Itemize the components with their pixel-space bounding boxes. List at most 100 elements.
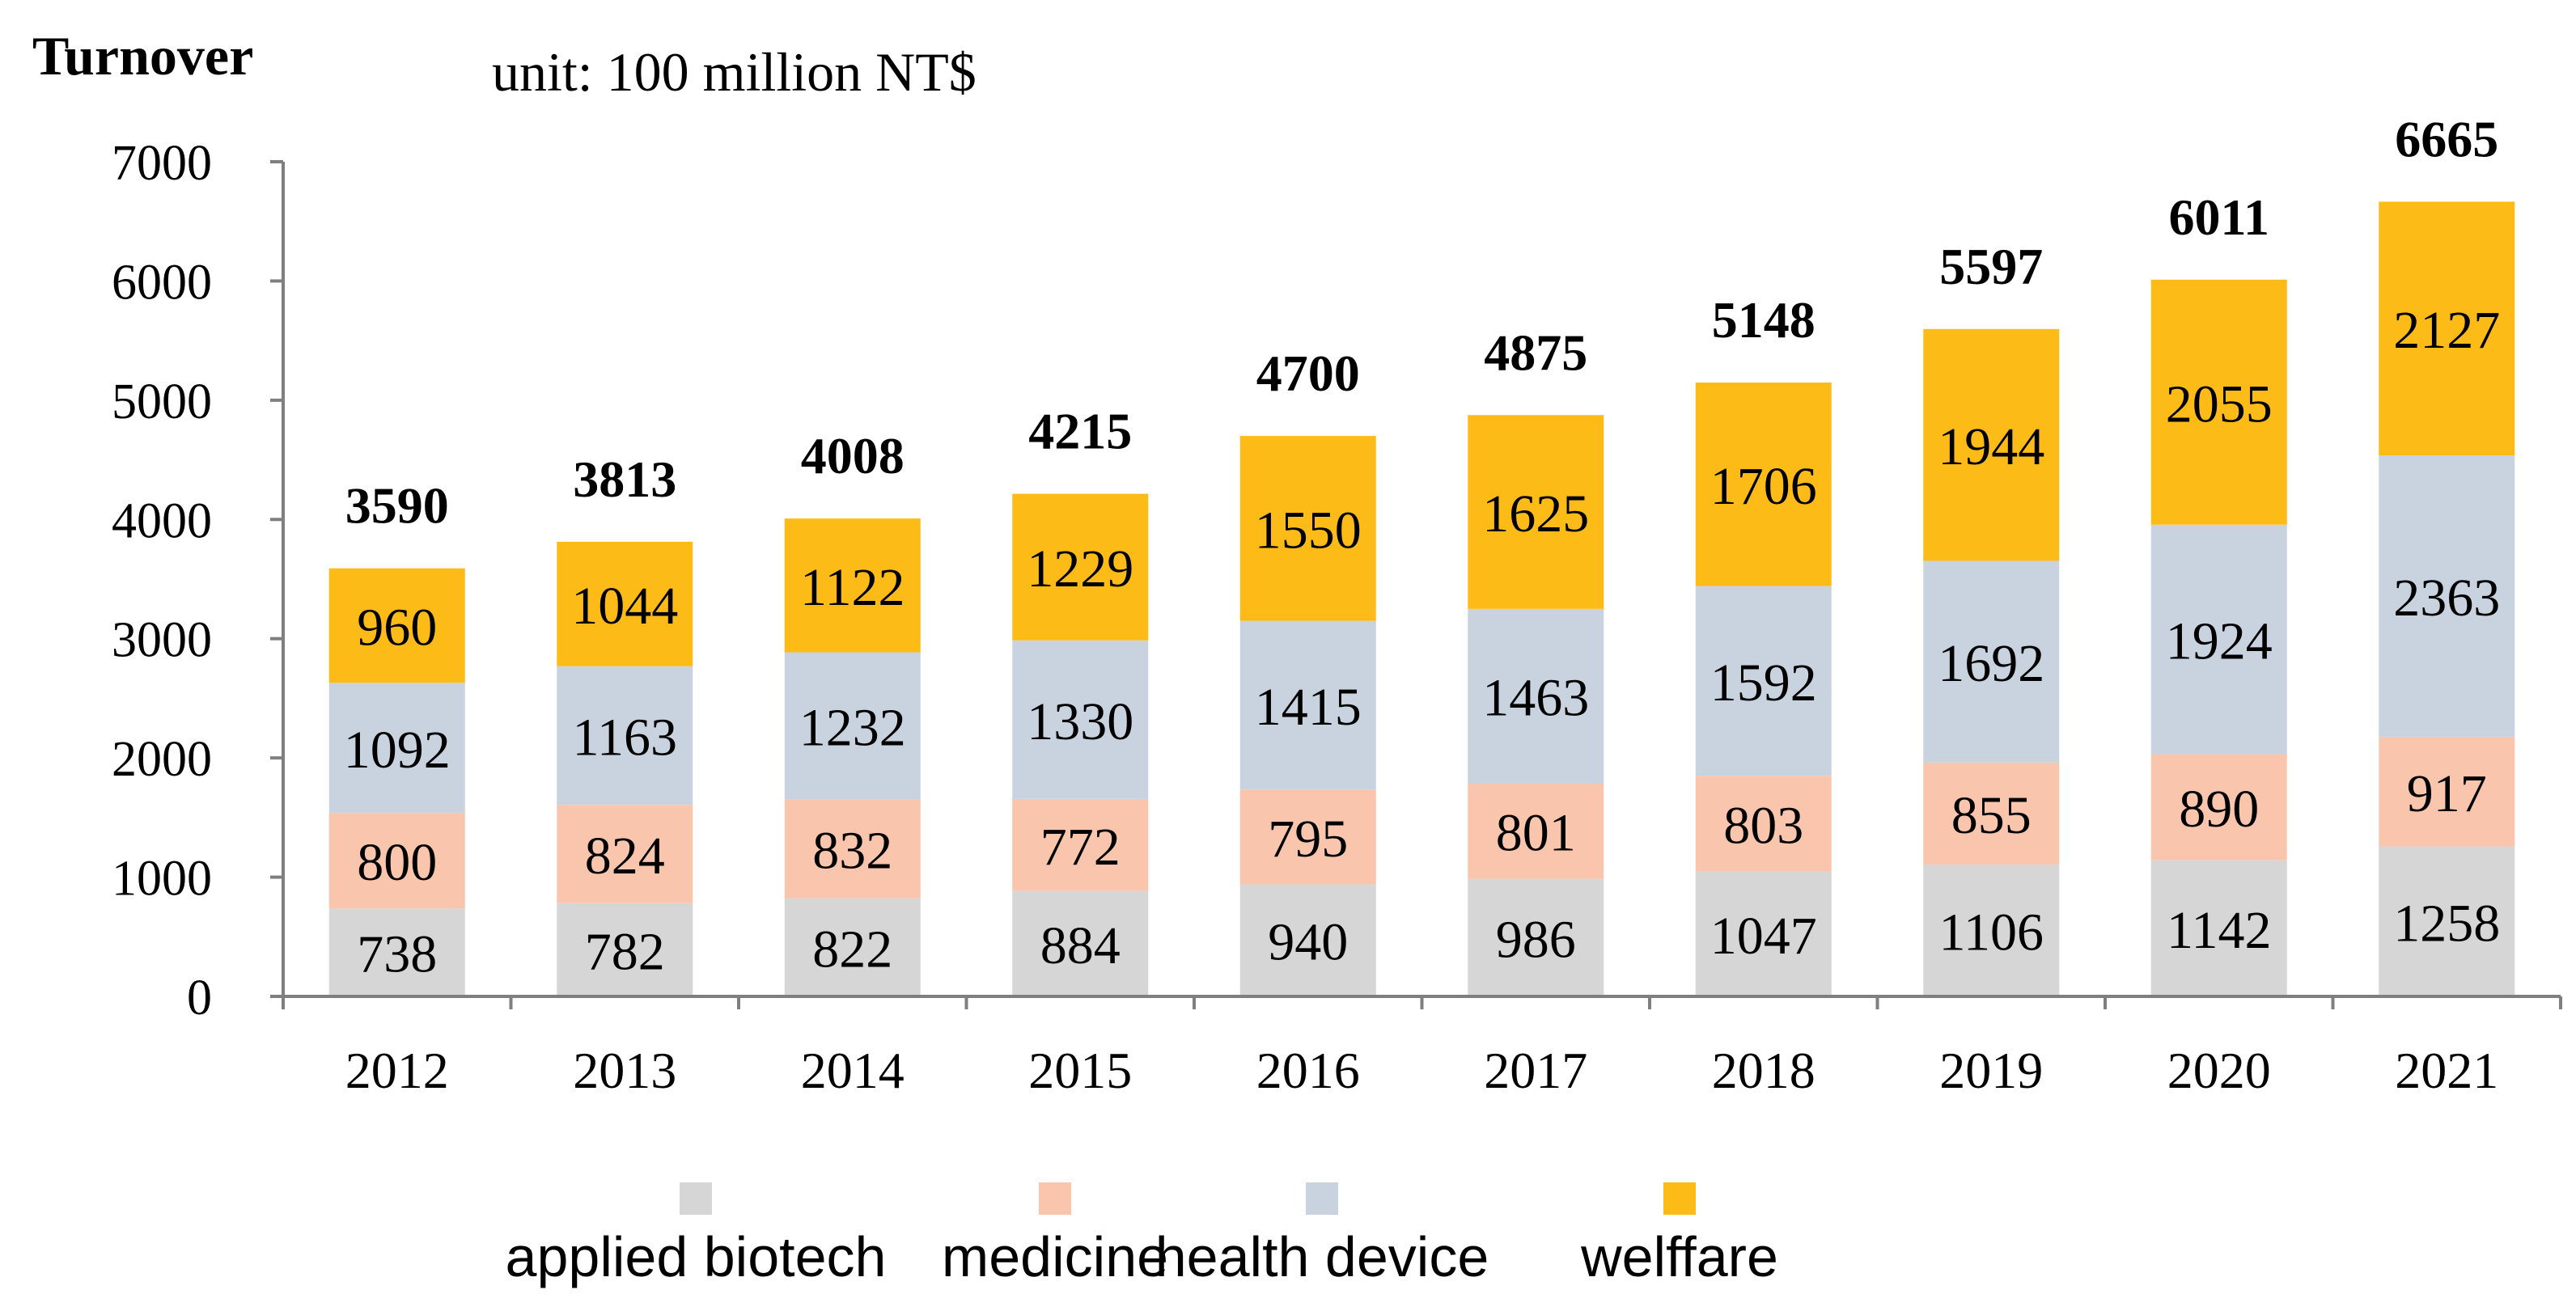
data-label: 890 [2179, 780, 2259, 839]
x-tick-label: 2012 [345, 1042, 449, 1099]
data-label: 1592 [1710, 653, 1817, 713]
bar-segment [1468, 415, 1604, 609]
data-label: 1550 [1255, 501, 1362, 560]
total-label: 6665 [2395, 110, 2498, 167]
bar-segment [1695, 776, 1832, 872]
legend-item: health device [1155, 1182, 1489, 1288]
data-label: 2055 [2166, 374, 2273, 433]
total-label: 4008 [801, 427, 905, 484]
bars: 738 800 1092 960 3590 782 824 1163 1044 3813 822 83… [328, 110, 2515, 996]
y-tick-label: 6000 [112, 255, 212, 310]
legend-item: medicine [942, 1182, 1168, 1288]
data-label: 1692 [1938, 634, 2044, 693]
data-label: 1092 [344, 721, 451, 780]
data-label: 824 [585, 827, 665, 886]
bar-segment [328, 568, 465, 683]
x-tick-label: 2021 [2395, 1042, 2498, 1099]
data-label: 1258 [2393, 894, 2500, 953]
legend-label: applied biotech [506, 1225, 887, 1288]
bar-segment [328, 813, 465, 909]
bar-segment [1239, 884, 1376, 996]
data-label: 1106 [1938, 903, 2044, 962]
bar-group: 986 801 1463 1625 4875 [1468, 324, 1604, 996]
bar-segment [1695, 586, 1832, 776]
bar-segment [2150, 754, 2287, 861]
data-label: 1163 [572, 708, 677, 768]
y-tick-label: 1000 [112, 852, 212, 907]
chart-subtitle: unit: 100 million NT$ [492, 41, 977, 103]
data-label: 1047 [1710, 907, 1817, 966]
total-label: 4215 [1028, 403, 1132, 460]
total-label: 5597 [1939, 238, 2043, 295]
bar-segment [1012, 798, 1149, 891]
data-label: 2127 [2393, 301, 2500, 360]
y-tick-label: 3000 [112, 613, 212, 668]
bar-group: 1106 855 1692 1944 5597 [1923, 238, 2060, 996]
data-label: 1044 [571, 577, 678, 636]
y-tick-label: 2000 [112, 732, 212, 787]
data-label: 800 [357, 833, 437, 892]
bar-segment [1012, 493, 1149, 641]
total-label: 3590 [345, 477, 449, 535]
legend-swatch [1306, 1182, 1338, 1215]
total-label: 4700 [1256, 345, 1360, 402]
bar-group: 1047 803 1592 1706 5148 [1695, 291, 1832, 996]
bar-group: 738 800 1092 960 3590 [328, 477, 465, 996]
x-tick-label: 2020 [2167, 1042, 2271, 1099]
x-tick-label: 2016 [1256, 1042, 1360, 1099]
chart-title: Turnover [32, 25, 253, 87]
legend-swatch [680, 1182, 712, 1215]
bar-segment [1923, 864, 2060, 996]
bar-segment [557, 903, 693, 996]
data-label: 884 [1040, 916, 1121, 975]
bar-segment [1012, 640, 1149, 799]
data-label: 1122 [800, 558, 905, 617]
data-label: 782 [585, 922, 665, 981]
bar-segment [2379, 455, 2515, 738]
x-tick-label: 2013 [573, 1042, 676, 1099]
bar-group: 782 824 1163 1044 3813 [557, 450, 693, 996]
total-label: 6011 [2169, 188, 2269, 246]
data-label: 1706 [1710, 457, 1817, 516]
data-label: 795 [1268, 810, 1348, 869]
data-label: 1463 [1482, 669, 1589, 728]
y-tick-label: 5000 [112, 374, 212, 429]
bar-segment [1923, 762, 2060, 865]
bar-segment [1012, 890, 1149, 996]
data-label: 960 [357, 598, 437, 657]
x-tick-label: 2017 [1484, 1042, 1587, 1099]
data-label: 940 [1268, 913, 1348, 972]
legend-label: health device [1155, 1225, 1489, 1288]
total-label: 5148 [1712, 291, 1815, 349]
data-label: 822 [812, 920, 892, 979]
bar-segment [1239, 620, 1376, 790]
bar-group: 940 795 1415 1550 4700 [1239, 345, 1376, 996]
bar-segment [2379, 737, 2515, 847]
data-label: 1232 [799, 698, 906, 757]
bar-segment [784, 898, 921, 996]
bar-group: 884 772 1330 1229 4215 [1012, 403, 1149, 996]
data-label: 801 [1496, 804, 1576, 863]
bar-group: 822 832 1232 1122 4008 [784, 427, 921, 996]
bar-segment [557, 666, 693, 806]
bar-segment [2379, 846, 2515, 996]
data-label: 1924 [2166, 612, 2273, 671]
data-label: 1229 [1027, 539, 1133, 598]
bar-group: 1142 890 1924 2055 6011 [2150, 188, 2287, 996]
legend-item: applied biotech [506, 1182, 887, 1288]
bar-segment [1695, 383, 1832, 586]
bar-segment [328, 908, 465, 996]
bar-segment [784, 652, 921, 800]
bar-segment [328, 683, 465, 814]
y-tick-label: 0 [187, 971, 212, 1026]
x-tick-label: 2019 [1939, 1042, 2043, 1099]
bar-segment [1695, 871, 1832, 996]
data-label: 1625 [1482, 484, 1589, 543]
legend-swatch [1039, 1182, 1071, 1215]
bar-segment [557, 541, 693, 666]
bar-segment [557, 805, 693, 903]
bar-segment [1468, 783, 1604, 879]
bar-segment [1239, 436, 1376, 621]
x-tick-label: 2015 [1028, 1042, 1132, 1099]
